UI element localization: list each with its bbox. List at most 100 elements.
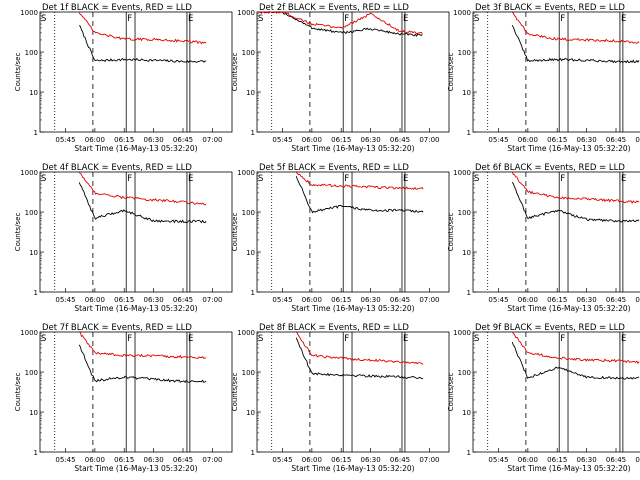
axes-frame (472, 331, 640, 453)
x-tick-label: 06:30 (144, 456, 164, 464)
panel-det-7: Det 7f BLACK = Events, RED = LLD 1 10 100 10… (14, 323, 233, 473)
panel-det-4: Det 4f BLACK = Events, RED = LLD 1 10 100 10… (14, 163, 233, 313)
x-axis-label: Start Time (16-May-13 05:32:20) (74, 464, 197, 473)
x-tick-label: 05:45 (272, 136, 292, 144)
series-lld-line (511, 171, 640, 205)
x-tick-label: 05:45 (55, 136, 75, 144)
x-tick-label: 06:45 (606, 296, 626, 304)
x-tick-label: 06:45 (390, 456, 410, 464)
y-axis-label: Counts/sec (447, 213, 455, 252)
y-tick-label: 100 (242, 49, 255, 57)
x-tick-label: 05:45 (272, 296, 292, 304)
marker-s: S (474, 334, 479, 344)
series-events-line (511, 341, 640, 380)
x-tick-label: 06:15 (114, 136, 134, 144)
y-tick-label: 10 (462, 249, 471, 257)
y-tick-label: 10 (29, 409, 38, 417)
y-tick-label: 1 (34, 289, 38, 297)
y-tick-label: 1 (34, 449, 38, 457)
marker-s: S (41, 334, 46, 344)
series-lld-line (78, 331, 207, 359)
panel-title: Det 2f BLACK = Events, RED = LLD (259, 3, 409, 13)
x-axis-label: Start Time (16-May-13 05:32:20) (291, 304, 414, 313)
y-axis-label: Counts/sec (14, 213, 22, 252)
y-tick-label: 1 (251, 289, 255, 297)
series-events-line (295, 175, 424, 214)
panel-title: Det 3f BLACK = Events, RED = LLD (475, 3, 625, 13)
panel-title: Det 1f BLACK = Events, RED = LLD (42, 3, 192, 13)
marker-f: F (344, 14, 349, 24)
x-tick-label: 06:00 (518, 456, 538, 464)
y-tick-label: 1000 (20, 329, 38, 337)
y-tick-label: 100 (25, 209, 38, 217)
x-tick-label: 06:15 (547, 296, 567, 304)
series-lld-line (511, 12, 640, 44)
panel-title: Det 5f BLACK = Events, RED = LLD (259, 163, 409, 173)
y-tick-label: 1 (34, 129, 38, 137)
x-tick-label: 06:15 (114, 456, 134, 464)
series-lld-line (78, 171, 207, 206)
x-tick-label: 07:00 (202, 456, 222, 464)
y-tick-label: 1000 (453, 9, 471, 17)
marker-f: F (127, 14, 132, 24)
marker-f: F (344, 174, 349, 184)
x-tick-label: 06:45 (606, 456, 626, 464)
marker-e: E (621, 334, 626, 344)
y-tick-label: 10 (462, 89, 471, 97)
y-tick-label: 1000 (20, 169, 38, 177)
x-tick-label: 07:00 (419, 456, 439, 464)
x-tick-label: 05:45 (488, 136, 508, 144)
marker-e: E (621, 14, 626, 24)
y-axis-label: Counts/sec (231, 213, 239, 252)
y-tick-label: 100 (458, 209, 471, 217)
y-tick-label: 1 (467, 129, 471, 137)
x-tick-label: 06:30 (361, 296, 381, 304)
x-tick-label: 06:00 (518, 136, 538, 144)
x-axis-label: Start Time (16-May-13 05:32:20) (507, 464, 630, 473)
marker-s: S (41, 14, 46, 24)
marker-s: S (258, 334, 263, 344)
y-tick-label: 100 (25, 369, 38, 377)
x-tick-label: 06:45 (173, 296, 193, 304)
panel-det-9: Det 9f BLACK = Events, RED = LLD 1 10 100 10… (447, 323, 640, 473)
x-tick-label: 06:15 (331, 456, 351, 464)
marker-f: F (560, 14, 565, 24)
x-tick-label: 05:45 (272, 456, 292, 464)
x-tick-label: 06:45 (606, 136, 626, 144)
panel-title: Det 6f BLACK = Events, RED = LLD (475, 163, 625, 173)
series-events-line (78, 344, 207, 384)
x-axis-label: Start Time (16-May-13 05:32:20) (507, 144, 630, 153)
y-tick-label: 1 (251, 449, 255, 457)
x-axis-label: Start Time (16-May-13 05:32:20) (507, 304, 630, 313)
series-events-line (295, 337, 424, 380)
y-tick-label: 10 (29, 89, 38, 97)
y-tick-label: 10 (29, 249, 38, 257)
axes-frame (256, 11, 450, 133)
axes-frame (39, 331, 233, 453)
x-tick-label: 07:00 (202, 296, 222, 304)
y-tick-label: 1000 (20, 9, 38, 17)
x-tick-label: 06:00 (85, 136, 105, 144)
x-tick-label: 06:00 (302, 296, 322, 304)
y-tick-label: 1000 (237, 9, 255, 17)
marker-s: S (258, 174, 263, 184)
panel-det-5: Det 5f BLACK = Events, RED = LLD 1 10 100 10… (231, 163, 450, 313)
series-lld-line (78, 12, 207, 45)
y-axis-label: Counts/sec (447, 373, 455, 412)
marker-e: E (188, 14, 193, 24)
marker-f: F (560, 174, 565, 184)
axes-frame (472, 11, 640, 133)
x-tick-label: 06:15 (114, 296, 134, 304)
x-tick-label: 06:00 (302, 136, 322, 144)
panel-title: Det 9f BLACK = Events, RED = LLD (475, 323, 625, 333)
series-lld-line (295, 171, 424, 190)
x-tick-label: 06:45 (390, 296, 410, 304)
x-tick-label: 07:00 (635, 456, 640, 464)
x-tick-label: 07:00 (635, 136, 640, 144)
y-tick-label: 1000 (237, 169, 255, 177)
x-axis-label: Start Time (16-May-13 05:32:20) (74, 144, 197, 153)
y-tick-label: 1000 (237, 329, 255, 337)
y-tick-label: 10 (462, 409, 471, 417)
marker-s: S (258, 14, 263, 24)
